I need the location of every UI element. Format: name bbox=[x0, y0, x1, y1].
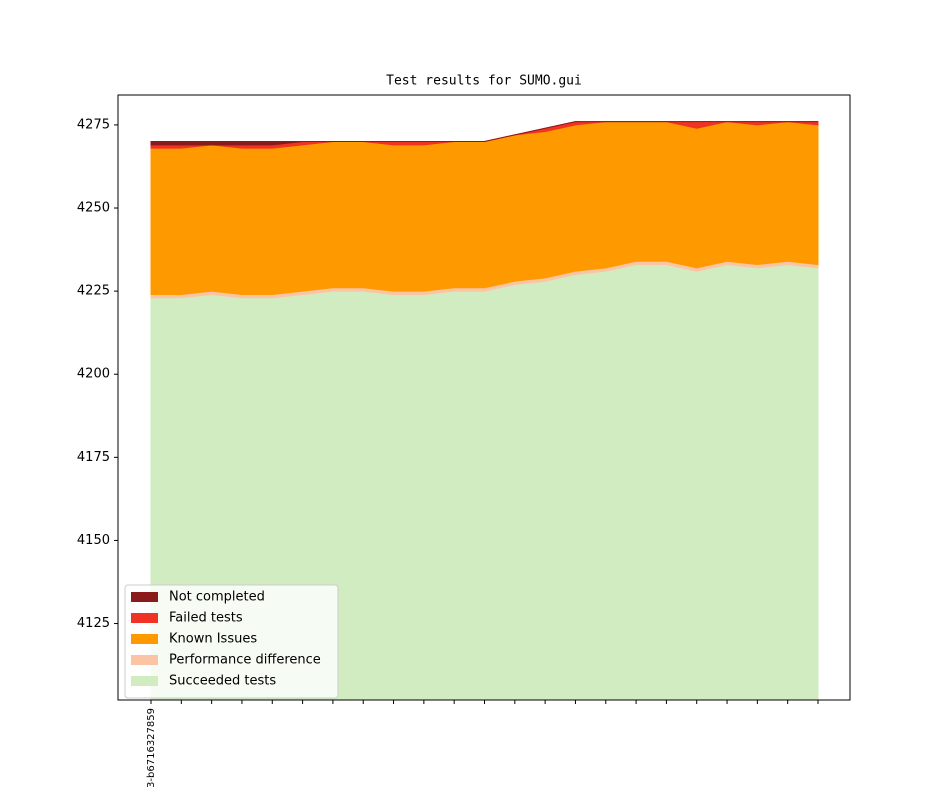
y-tick-label: 4150 bbox=[77, 533, 110, 548]
legend-swatch bbox=[131, 634, 158, 644]
y-tick-label: 4225 bbox=[77, 284, 110, 299]
legend-swatch bbox=[131, 676, 158, 686]
legend-label: Known Issues bbox=[169, 632, 257, 647]
area bbox=[150, 121, 818, 146]
legend-label: Succeeded tests bbox=[169, 674, 276, 689]
y-tick-label: 4175 bbox=[77, 450, 110, 465]
legend-label: Performance difference bbox=[169, 653, 321, 668]
legend-swatch bbox=[131, 613, 158, 623]
legend-label: Not completed bbox=[169, 590, 265, 605]
legend-label: Failed tests bbox=[169, 611, 243, 626]
legend-box bbox=[124, 584, 339, 699]
y-tick-label: 4125 bbox=[77, 616, 110, 631]
legend-swatch bbox=[131, 592, 158, 602]
chart-title: Test results for SUMO.gui bbox=[386, 74, 582, 89]
x-tick-label: 3-b6716327859 bbox=[146, 708, 157, 787]
legend-swatch bbox=[131, 655, 158, 665]
y-tick-label: 4200 bbox=[77, 367, 110, 382]
y-tick-label: 4275 bbox=[77, 117, 110, 132]
y-tick-label: 4250 bbox=[77, 201, 110, 216]
